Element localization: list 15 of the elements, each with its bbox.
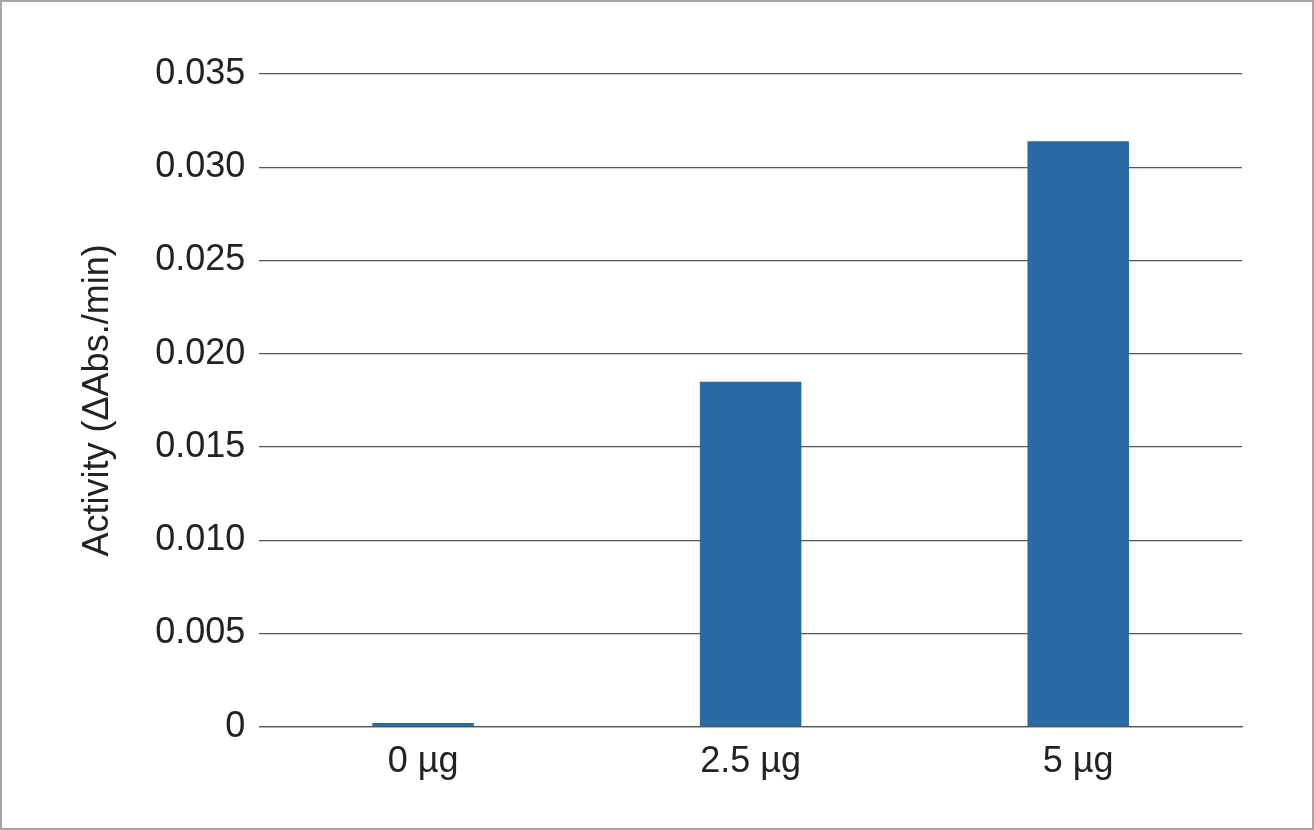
y-tick-label: 0.035 [155, 50, 246, 92]
y-tick-label: 0.020 [155, 330, 246, 372]
y-tick-label: 0.025 [155, 237, 246, 279]
y-axis-title: Activity (ΔAbs./min) [74, 244, 116, 557]
bar [372, 723, 474, 727]
y-tick-label: 0.010 [155, 517, 246, 559]
bar [699, 381, 802, 727]
x-tick-label: 2.5 µg [700, 739, 802, 781]
y-tick-label: 0.015 [155, 423, 246, 465]
y-tick-label: 0 [225, 703, 246, 745]
y-tick-label: 0.005 [155, 610, 246, 652]
bar [1027, 141, 1129, 727]
x-tick-label: 0 µg [387, 739, 459, 781]
x-tick-label: 5 µg [1042, 739, 1114, 781]
y-tick-label: 0.030 [155, 144, 246, 186]
